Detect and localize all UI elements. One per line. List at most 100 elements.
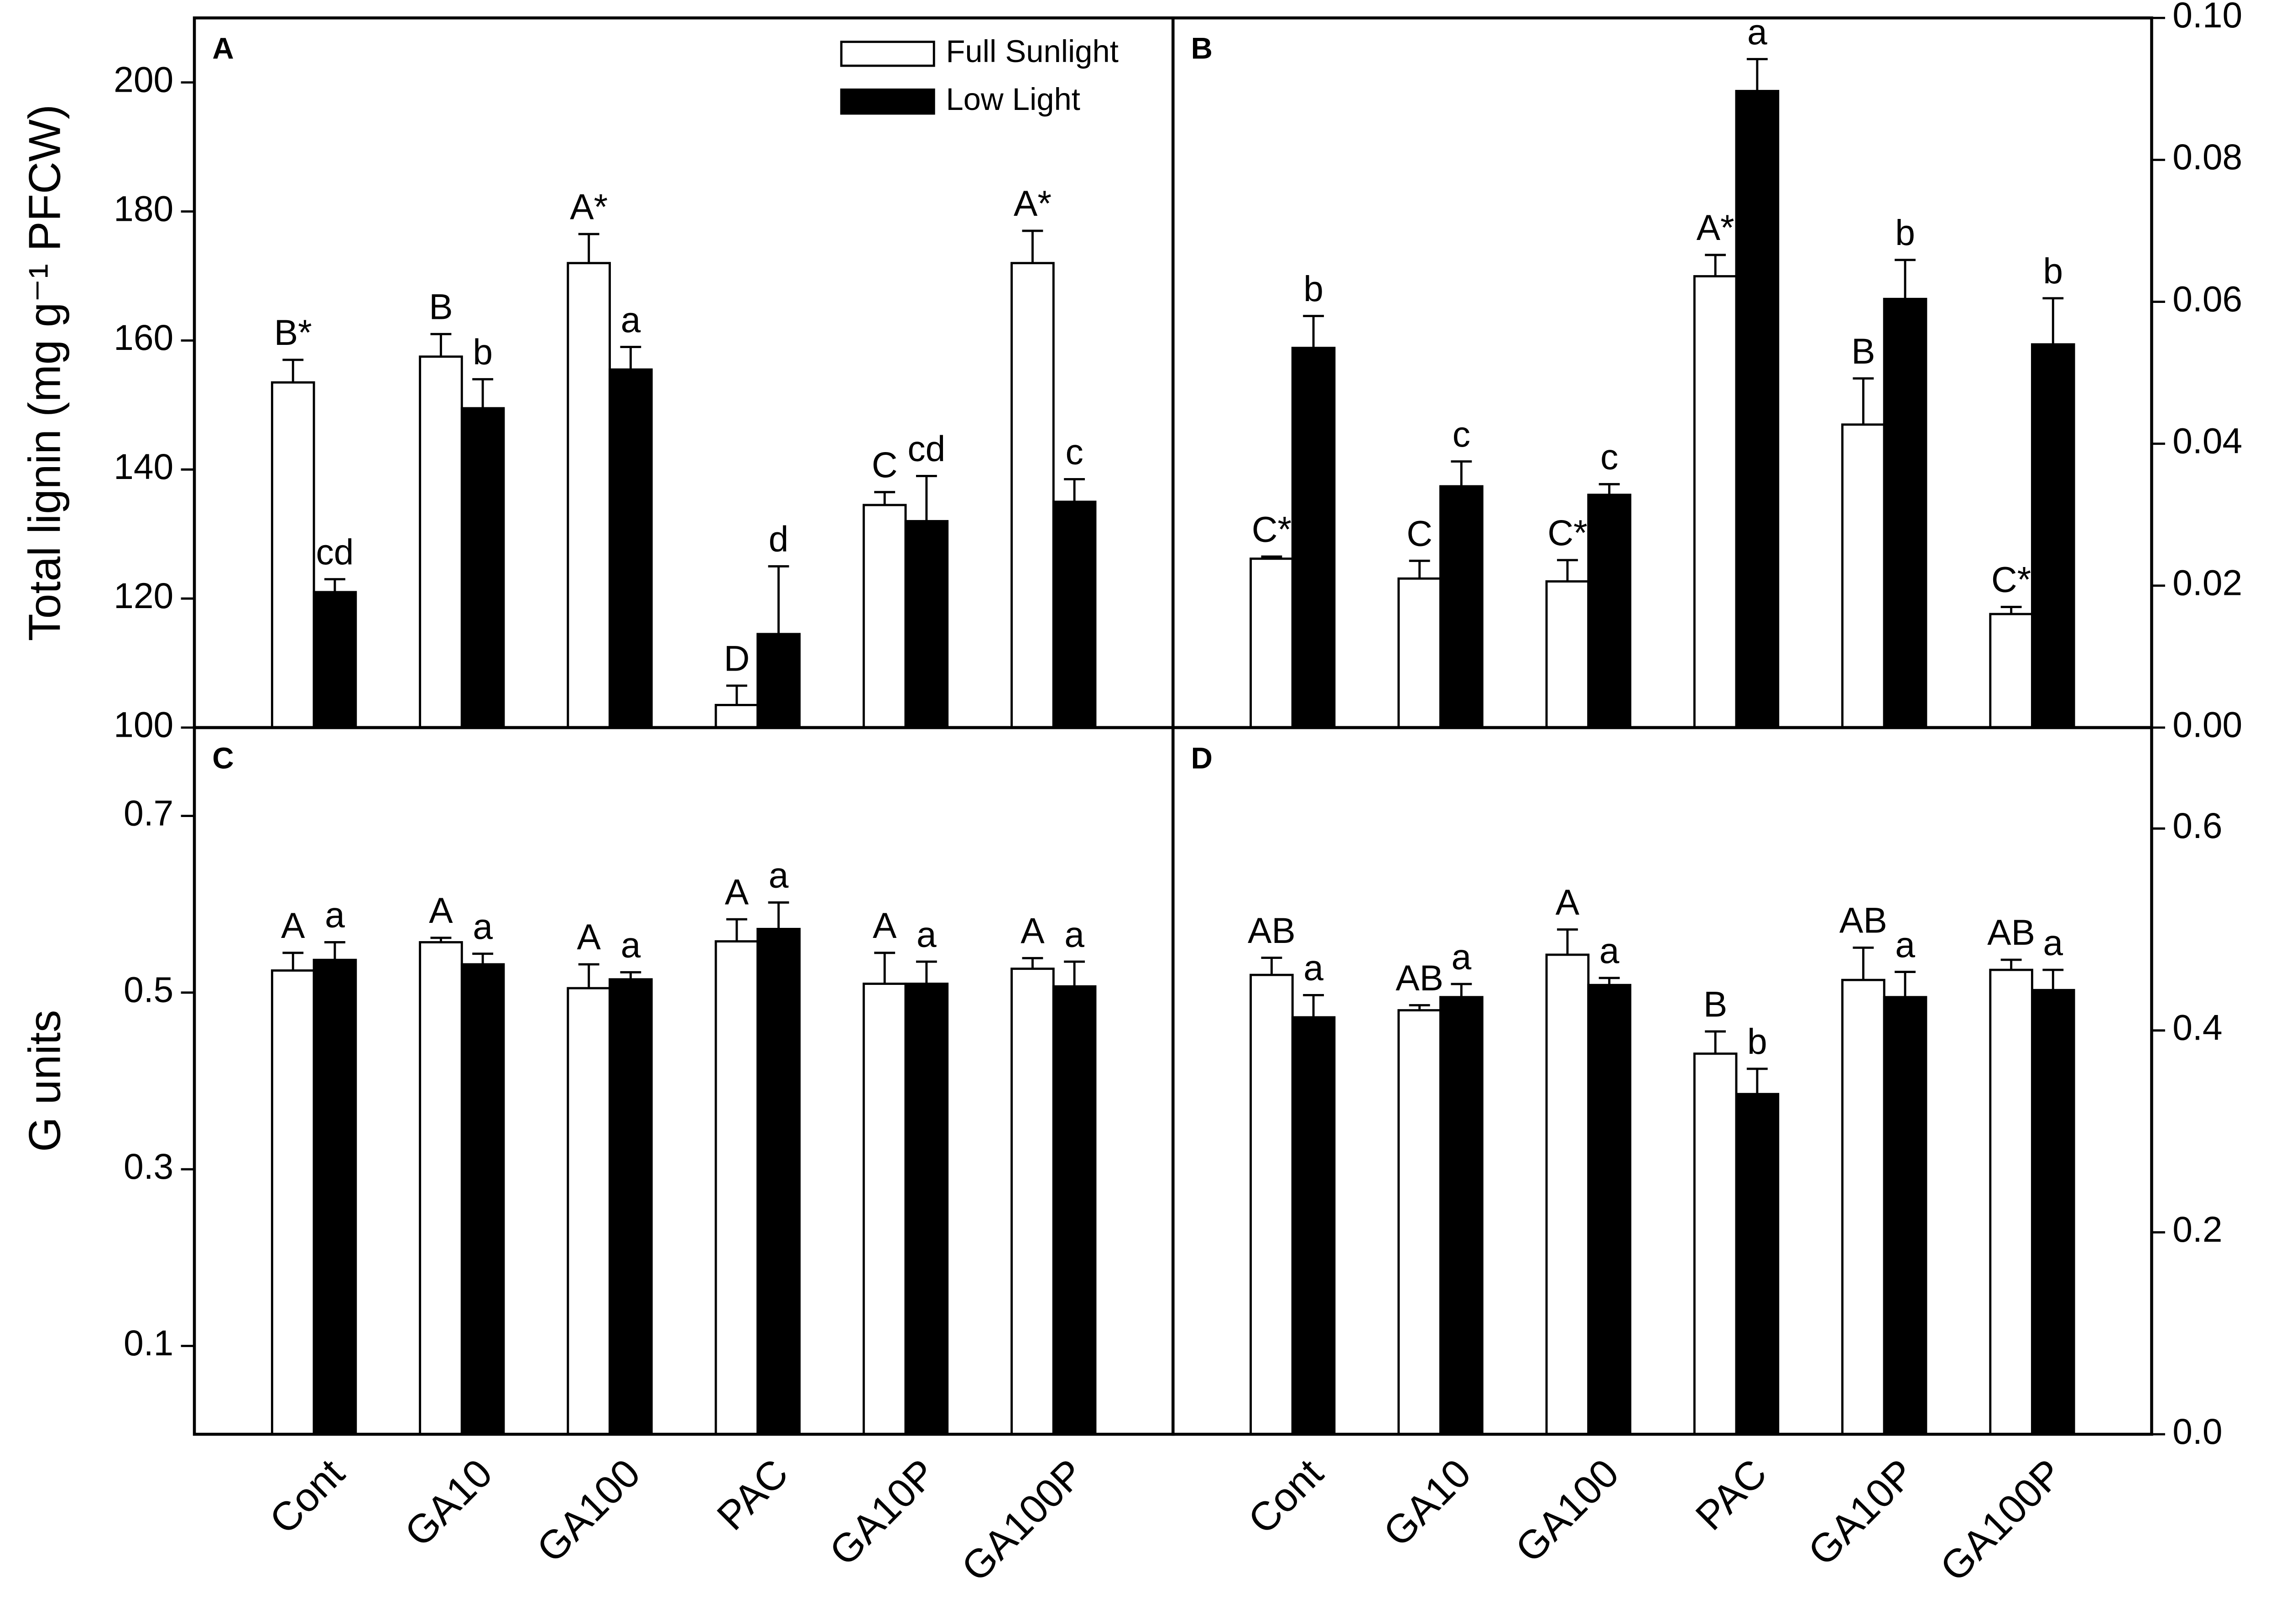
significance-label: C [872,445,898,485]
bar [609,978,653,1436]
significance-label: a [325,895,345,935]
bar [1439,996,1484,1436]
significance-label: AB [1248,911,1296,951]
bar [1989,968,2033,1436]
y-tick-label: 180 [114,188,173,229]
significance-label: AB [1987,912,2035,953]
significance-label: A [873,906,897,946]
significance-label: b [1895,213,1915,253]
significance-label: A [1021,911,1045,951]
y-tick-label: 0.0 [2172,1411,2222,1452]
significance-label: AB [1839,900,1887,941]
legend-label: Full Sunlight [946,34,1118,69]
significance-label: A [1556,882,1580,922]
significance-label: a [473,906,493,947]
significance-label: a [2043,922,2063,963]
significance-label: C* [1991,560,2031,600]
bar [1291,1016,1336,1436]
significance-label: b [1303,269,1323,309]
bar [1841,979,1885,1436]
bar [1439,485,1484,729]
significance-label: C* [1547,513,1587,553]
y-axis-title: Total lignin (mg g⁻¹ PFCW) [19,104,69,641]
significance-label: A [725,872,749,912]
bar [714,940,759,1436]
y-tick-label: 0.1 [124,1323,173,1363]
significance-label: cd [907,429,945,469]
bar [460,963,505,1436]
x-tick-label: GA100P [953,1450,1092,1590]
bar [1735,90,1780,729]
y-tick-label: 100 [114,705,173,745]
significance-label: d [769,519,789,559]
panel-label: D [1191,741,1213,775]
y-tick-label: 0.6 [2172,806,2222,846]
bar [1397,1009,1442,1436]
significance-label: a [1064,914,1084,954]
y-tick-label: 160 [114,318,173,358]
x-tick-label: GA10P [1799,1450,1923,1574]
significance-label: B [1851,331,1875,371]
significance-label: A [281,906,305,946]
y-axis-title: G units [19,1010,69,1152]
significance-label: C* [1252,509,1292,549]
significance-label: a [1599,931,1620,971]
significance-label: a [769,855,789,895]
legend-label: Low Light [946,82,1080,117]
bar [1989,613,2033,729]
significance-label: c [1453,414,1470,454]
y-tick-label: 200 [114,59,173,99]
bar [1545,953,1590,1436]
y-tick-label: 0.08 [2172,137,2242,177]
significance-label: c [1065,432,1083,472]
bar [1397,577,1442,729]
bar [1291,347,1336,729]
x-tick-label: GA10 [1375,1450,1479,1555]
bar [1735,1093,1780,1436]
y-tick-label: 120 [114,576,173,616]
bar [419,355,463,729]
significance-label: a [1452,937,1472,977]
significance-label: A* [570,187,608,227]
significance-label: a [917,914,937,954]
y-tick-label: 0.7 [124,793,173,833]
bar [1250,973,1294,1436]
bar [1841,423,1885,729]
significance-label: a [1303,948,1323,988]
significance-label: A [577,917,601,957]
y-tick-label: 0.10 [2172,0,2242,35]
bar [271,969,315,1436]
bar [862,504,907,729]
panel-frame [1172,726,2153,1436]
significance-label: B [429,287,453,327]
y-tick-label: 0.3 [124,1146,173,1187]
x-tick-label: PAC [1687,1450,1776,1539]
significance-label: B* [274,312,312,353]
significance-label: a [1895,925,1915,965]
bar [2031,343,2075,729]
significance-label: C [1406,514,1432,554]
x-tick-label: GA10P [821,1450,945,1574]
bar [1052,500,1097,729]
bar [1883,996,1927,1436]
x-tick-label: GA100P [1932,1450,2071,1590]
significance-label: b [2043,251,2063,291]
bar [460,407,505,729]
bar [312,958,357,1436]
x-tick-label: Cont [1239,1450,1332,1542]
x-tick-label: PAC [708,1450,797,1539]
x-tick-label: Cont [261,1450,353,1542]
bar [271,381,315,729]
bar [756,633,801,729]
significance-label: AB [1396,958,1443,998]
bar [904,520,949,729]
bar [1693,275,1738,729]
panel-label: A [212,32,234,65]
bar [1250,557,1294,729]
significance-label: a [621,925,641,965]
y-tick-label: 0.04 [2172,421,2242,461]
bar [714,704,759,729]
bar [1052,985,1097,1436]
bar [567,987,611,1436]
